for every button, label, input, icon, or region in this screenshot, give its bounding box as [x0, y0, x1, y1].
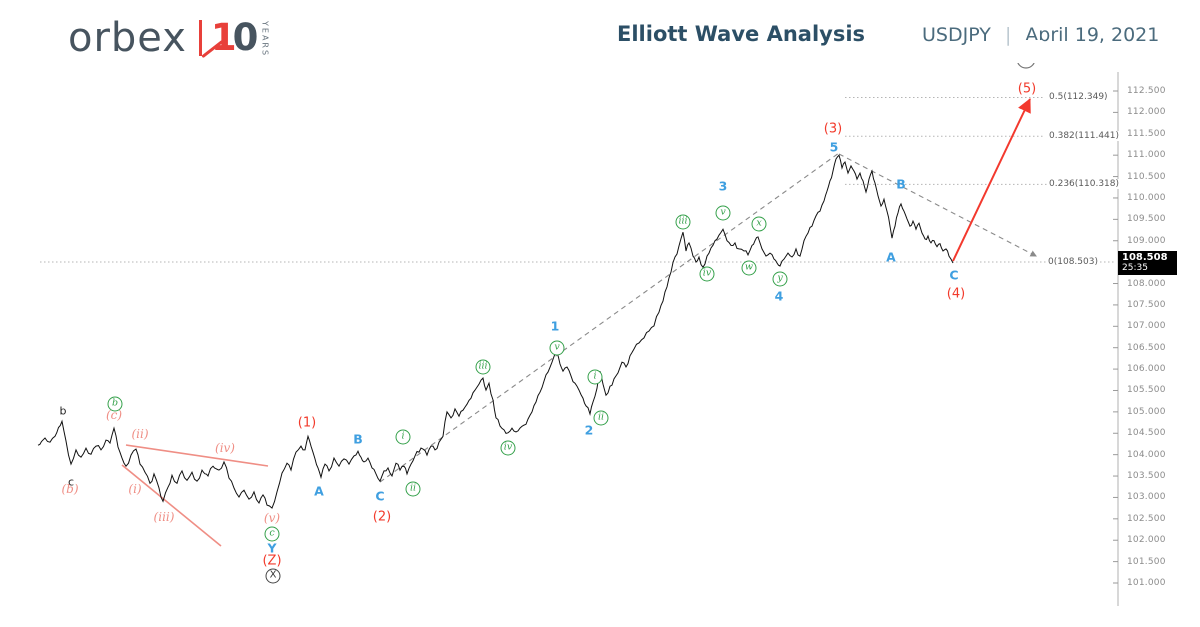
wave-label-5-blue: 5 [829, 139, 839, 155]
fib-level-label: 0.382(111.441) [1047, 131, 1122, 142]
axis-tick-label: 105.000 [1127, 406, 1166, 417]
projection-arrow [952, 98, 1031, 262]
logo-years-text: YEARS [260, 21, 270, 58]
wave-label-3-red: (3) [823, 121, 843, 137]
wave-label-1-blue: 1 [550, 318, 560, 334]
axis-tick-label: 102.500 [1127, 513, 1166, 524]
axis-tick-label: 111.000 [1127, 150, 1166, 161]
wave-label-i-salmon: (i) [128, 482, 142, 496]
wave-label-v-green-circled: v [549, 340, 565, 356]
orbex-brand-text: orbex [68, 15, 187, 61]
wave-label-C-blue: C [949, 267, 959, 283]
axis-tick-label: 106.000 [1127, 364, 1166, 375]
wave-label-x-green-circled: x [751, 216, 767, 232]
logo-10-years: 1 0 YEARS [211, 18, 270, 58]
wave-label-4-red: (4) [946, 286, 966, 302]
wave-label-Z-red: (Z) [262, 553, 282, 569]
wave-label-A-blue: A [886, 249, 896, 265]
price-line [37, 154, 954, 509]
wave-label-5-red: (5) [1017, 81, 1037, 97]
wave-label-4-blue: 4 [774, 288, 784, 304]
bar-countdown-timer: 25:35 [1122, 263, 1148, 273]
wave-label-2-blue: 2 [584, 422, 594, 438]
axis-tick-label: 107.000 [1127, 321, 1166, 332]
trendlines [121, 152, 1037, 547]
header-separator: | [1004, 24, 1012, 46]
wave-label-b-salmon: (b) [61, 482, 79, 496]
axis-tick-label: 101.000 [1127, 578, 1166, 588]
axis-tick-label: 107.500 [1127, 299, 1166, 310]
wave-label-c-green-circled: c [264, 526, 280, 542]
wave-label-Y-blue: Y [267, 540, 277, 556]
wave-label-iii-salmon: (iii) [153, 510, 175, 524]
wave-label-y-green-circled: y [772, 271, 788, 287]
symbol-label: USDJPY [922, 24, 991, 46]
axis-tick-label: 106.500 [1127, 342, 1166, 353]
wave-label-ii-green-circled: ii [405, 481, 421, 497]
axis-tick-label: 105.500 [1127, 385, 1166, 396]
wave-label-iv-green-circled: iv [699, 266, 715, 282]
axis-tick-label: 110.500 [1127, 171, 1166, 182]
fib-level-label: 0.236(110.318) [1047, 179, 1122, 190]
page-title: Elliott Wave Analysis [617, 22, 866, 46]
logo-divider-bar [198, 20, 202, 56]
wave-label-C-blue: C [375, 488, 385, 504]
wave-label-B-blue: B [353, 431, 363, 447]
axis-tick-label: 102.000 [1127, 535, 1166, 546]
wave-label-ii-green-circled: ii [593, 410, 609, 426]
wave-label-iii-green-circled: iii [475, 359, 491, 375]
price-axis [1113, 72, 1119, 606]
wave-label-iv-green-circled: iv [500, 440, 516, 456]
wave-label-b-green-circled: b [107, 396, 123, 412]
current-price-value: 108.508 [1122, 252, 1168, 263]
wave-label-b-black: b [59, 404, 67, 418]
symbol-and-date: USDJPY | April 19, 2021 [922, 24, 1159, 46]
axis-tick-label: 112.500 [1127, 86, 1166, 96]
wave-label-1-red: (1) [297, 415, 317, 431]
wave-label-c-salmon: (c) [105, 408, 123, 422]
wave-label-v-salmon: (v) [263, 511, 281, 525]
wave-label-X-black-circled: X [265, 568, 281, 584]
logo-one: 1 [210, 16, 237, 59]
wave-label-iii-green-circled: iii [675, 214, 691, 230]
wave-label-3-blue: 3 [718, 178, 728, 194]
axis-tick-label: 103.500 [1127, 471, 1166, 482]
wave-label-w-green-circled: w [741, 260, 757, 276]
axis-tick-label: 103.000 [1127, 492, 1166, 503]
axis-tick-label: 104.500 [1127, 428, 1166, 439]
fib-level-label: 0(108.503) [1046, 257, 1100, 267]
axis-tick-label: 111.500 [1127, 128, 1166, 139]
wave-label-i-green-circled: i [587, 369, 603, 385]
fib-level-label: 0.5(112.349) [1047, 92, 1110, 103]
axis-tick-label: 108.000 [1127, 278, 1166, 289]
axis-tick-label: 101.500 [1127, 556, 1166, 567]
axis-tick-label: 109.500 [1127, 214, 1166, 225]
orbex-logo: orbex 1 0 YEARS [68, 14, 269, 62]
wave-label-iv-salmon: (iv) [215, 441, 235, 455]
wave-label-A-blue: A [314, 483, 324, 499]
axis-tick-label: 109.000 [1127, 235, 1166, 246]
date-label: April 19, 2021 [1025, 24, 1160, 46]
wave-label-c-black: c [67, 475, 75, 489]
wave-label-ii-salmon: (ii) [131, 427, 149, 441]
wave-label-B-blue: B [896, 176, 906, 192]
logo-zero: 0 [232, 16, 259, 59]
fibonacci-lines [40, 96, 1114, 263]
axis-tick-label: 110.000 [1127, 192, 1166, 203]
axis-tick-label: 112.000 [1127, 107, 1166, 118]
wave-label-i-green-circled: i [395, 429, 411, 445]
axis-tick-label: 104.000 [1127, 449, 1166, 460]
current-price-badge: 108.508 25:35 [1118, 251, 1177, 275]
wave-label-v-green-circled: v [715, 205, 731, 221]
wave-label-2-red: (2) [372, 509, 392, 525]
